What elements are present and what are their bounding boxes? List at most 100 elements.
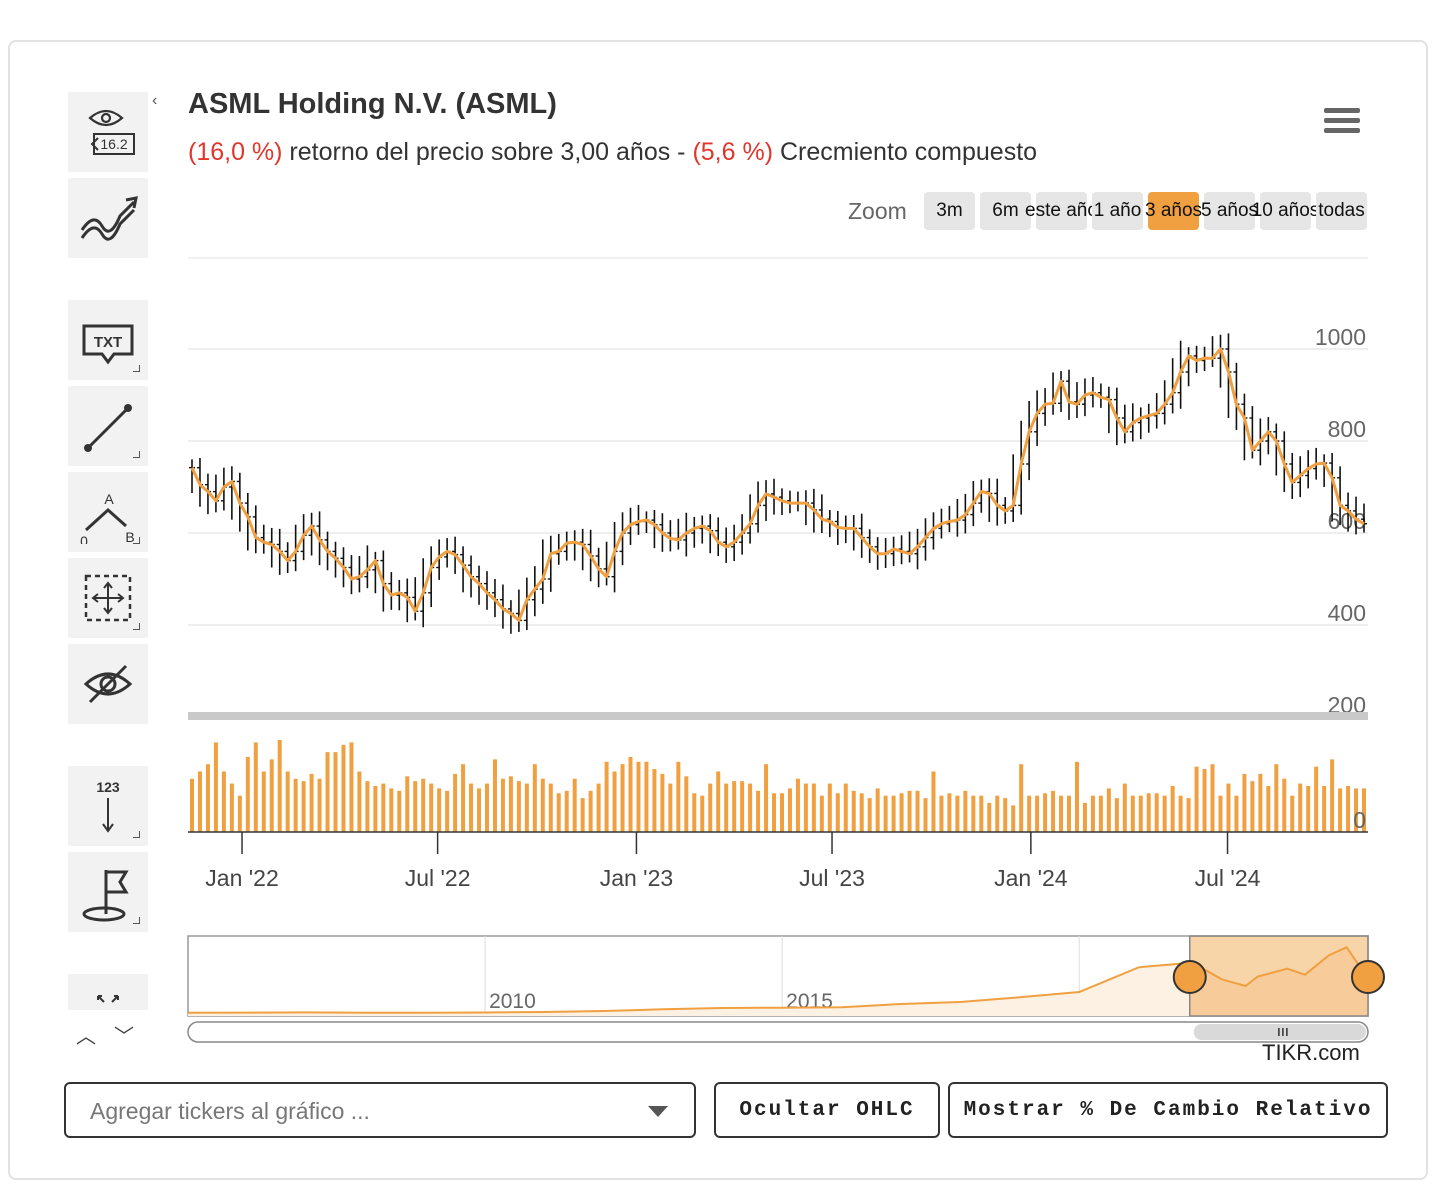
volume-bar [365, 781, 370, 832]
volume-bar [213, 742, 218, 832]
volume-bar [413, 781, 418, 832]
volume-bar [1146, 793, 1151, 832]
trend-lines-icon [80, 196, 138, 241]
credit-text: TIKR.com [1262, 1040, 1360, 1065]
measure-tool[interactable]: 16.2 [68, 92, 148, 172]
txt-label: TXT [94, 334, 122, 351]
pane-divider[interactable] [188, 712, 1368, 720]
ticker-select-placeholder: Agregar tickers al gráfico ... [90, 1098, 370, 1124]
volume-bar [540, 778, 545, 832]
volume-bar [955, 795, 960, 832]
chevron-down-icon[interactable]: ﹀ [114, 1026, 152, 1048]
volume-bar [477, 788, 482, 832]
move-tool[interactable] [68, 558, 148, 638]
wave-label-b: B [125, 529, 134, 544]
hide-tool[interactable] [68, 644, 148, 724]
volume-bar [827, 783, 832, 832]
collapse-toolbar-chevron-icon[interactable]: ‹ [152, 92, 158, 109]
sort-tool[interactable]: 123 [68, 766, 148, 846]
volume-bar [787, 788, 792, 832]
flag-icon [82, 870, 129, 922]
zoom-button-7[interactable]: todas [1316, 192, 1367, 230]
expand-icon [97, 995, 119, 1003]
volume-bar [1138, 795, 1143, 832]
navigator-scrollbar-track[interactable] [187, 1021, 1369, 1043]
indicators-tool[interactable] [68, 178, 148, 258]
volume-bar [1035, 795, 1040, 832]
navigator-left-handle[interactable] [1172, 960, 1207, 994]
volume-bar [636, 761, 641, 832]
volume-bar [205, 764, 210, 832]
volume-bar [516, 781, 521, 832]
numeric-sort-icon: 123 [96, 779, 120, 833]
dropdown-caret-icon [648, 1106, 668, 1117]
volume-bar [1106, 788, 1111, 832]
volume-bar [1298, 783, 1303, 832]
volume-bar [1290, 795, 1295, 832]
fullscreen-tool[interactable] [68, 974, 148, 1010]
volume-bar [484, 783, 489, 832]
volume-bar [1362, 788, 1366, 832]
volume-bar [1011, 805, 1016, 832]
volume-bar [859, 793, 864, 832]
zoom-button-2[interactable]: este año [1025, 192, 1098, 230]
volume-bar [843, 783, 848, 832]
price-series-line[interactable] [190, 347, 1365, 622]
chevron-up-icon[interactable]: ︿ [76, 1026, 114, 1048]
volume-bar [405, 776, 410, 832]
flag-tool[interactable] [68, 852, 148, 932]
volume-bar [373, 786, 378, 832]
relative-change-button[interactable]: Mostrar % De Cambio Relativo [948, 1082, 1388, 1138]
volume-bar [261, 771, 266, 832]
y-tick-label: 800 [1328, 416, 1366, 442]
volume-bar [803, 783, 808, 832]
volume-bar [532, 764, 537, 832]
volume-bar [740, 781, 745, 832]
x-tick-label: Jul '22 [405, 865, 471, 891]
volume-bar [795, 778, 800, 832]
volume-bar [1090, 795, 1095, 832]
zoom-button-0[interactable]: 3m [924, 192, 975, 230]
toolbar-scroll-arrows[interactable]: ︿﹀ [76, 1020, 152, 1049]
zoom-button-6[interactable]: 10 años [1252, 192, 1319, 230]
measure-badge: 16.2 [100, 136, 127, 152]
volume-bar [453, 773, 458, 832]
volume-bar [660, 773, 665, 832]
volume-bar [1098, 795, 1103, 832]
pan-arrows-icon [84, 574, 132, 622]
volume-bar [564, 790, 569, 832]
elliott-tool[interactable]: A 0 B [68, 472, 148, 552]
zoom-button-3[interactable]: 1 año [1092, 192, 1143, 230]
volume-bar [1178, 795, 1183, 832]
navigator-right-handle[interactable] [1351, 960, 1385, 994]
chart-subtitle: (16,0 %) retorno del precio sobre 3,00 a… [188, 138, 1037, 167]
line-tool[interactable] [68, 386, 148, 466]
price-return-text: retorno del precio sobre 3,00 años - [282, 138, 693, 166]
zoom-button-1[interactable]: 6m [980, 192, 1031, 230]
volume-bar [1234, 795, 1239, 832]
ticker-select[interactable]: Agregar tickers al gráfico ... [64, 1082, 696, 1138]
volume-bar [1338, 788, 1343, 832]
volume-bar [772, 793, 777, 832]
volume-bar [819, 795, 824, 832]
hide-ohlc-button[interactable]: Ocultar OHLC [714, 1082, 940, 1138]
volume-bar [1074, 761, 1079, 832]
x-tick-label: Jan '24 [994, 865, 1068, 891]
volume-bar [1122, 783, 1127, 832]
volume-bar [197, 771, 202, 832]
volume-bar [301, 781, 306, 832]
annotation-tool[interactable]: TXT [68, 300, 148, 380]
sort-label: 123 [96, 779, 120, 795]
volume-bar [349, 742, 354, 832]
volume-bar [269, 759, 274, 832]
x-tick-label: Jul '23 [799, 865, 865, 891]
volume-bar [277, 740, 282, 832]
navigator-scrollbar-thumb[interactable] [1193, 1024, 1366, 1040]
zoom-button-4[interactable]: 3 años [1145, 192, 1202, 230]
volume-bar [389, 788, 394, 832]
navigator-selection[interactable] [1189, 935, 1369, 1017]
chart-menu-hamburger-icon[interactable] [1324, 108, 1360, 136]
volume-bar [835, 793, 840, 832]
zoom-button-5[interactable]: 5 años [1201, 192, 1258, 230]
